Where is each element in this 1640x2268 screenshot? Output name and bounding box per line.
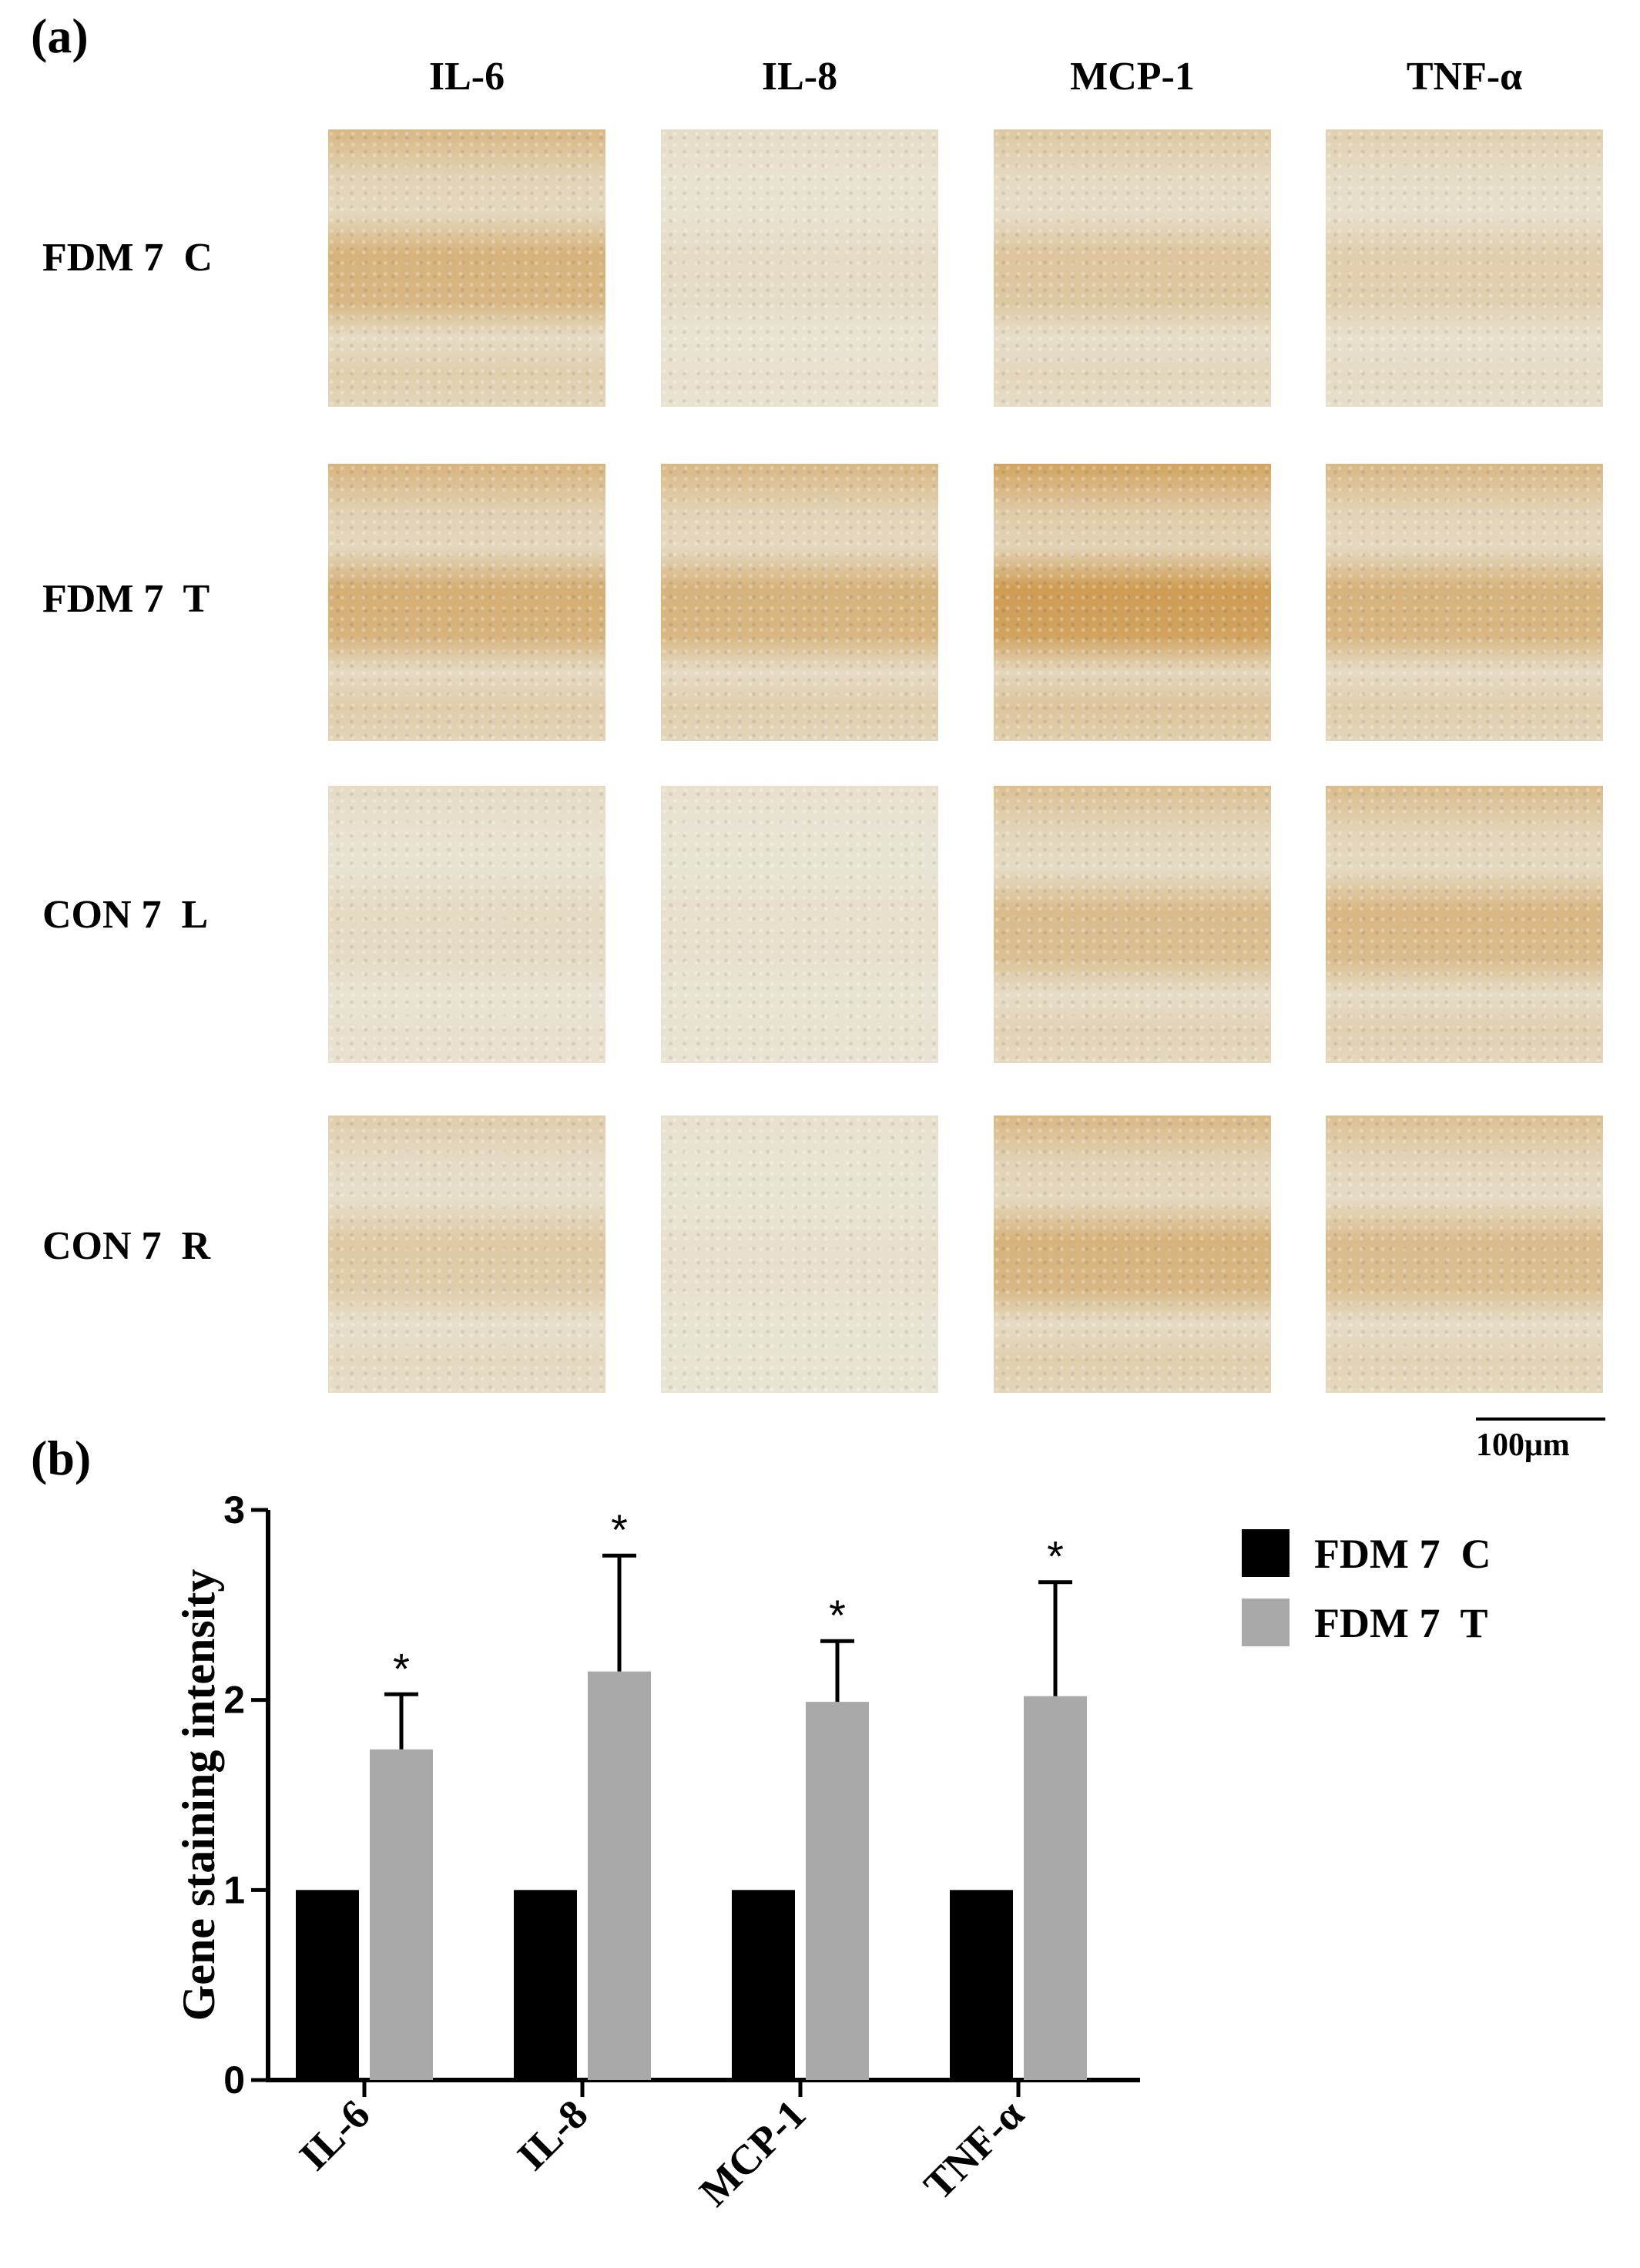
column-header-il6: IL-6 [428, 55, 505, 99]
legend-swatch-2 [1242, 1599, 1290, 1646]
y-axis-label: Gene staining intensity [173, 1569, 224, 2021]
bar-fdm7t-2 [588, 1671, 651, 2080]
scale-bar [1476, 1418, 1605, 1421]
y-tick-label-2: 2 [223, 1679, 245, 1722]
micrograph-1-4 [1326, 129, 1603, 407]
legend-swatch-1 [1242, 1529, 1290, 1577]
bar-fdm7t-4 [1024, 1696, 1087, 2080]
micrograph-2-2 [661, 464, 938, 741]
panel-a-label: (a) [31, 8, 89, 63]
column-header-il8: IL-8 [761, 55, 838, 99]
bar-fdm7t-1 [370, 1749, 433, 2080]
micrograph-3-3 [994, 786, 1271, 1063]
row-label-con7r: CON 7 R [42, 1224, 211, 1268]
micrograph-1-3 [994, 129, 1271, 407]
y-tick-label-3: 3 [223, 1488, 245, 1532]
y-tick-label-0: 0 [223, 2058, 245, 2102]
bar-fdm7c-3 [732, 1890, 795, 2080]
x-tick-label-2: IL-8 [508, 2091, 597, 2179]
micrograph-3-1 [328, 786, 605, 1063]
column-header-mcp1: MCP-1 [1070, 55, 1195, 99]
y-tick-label-1: 1 [223, 1868, 245, 1911]
panel-b-label: (b) [31, 1431, 92, 1485]
micrograph-2-4 [1326, 464, 1603, 741]
significance-star-3: * [829, 1591, 846, 1639]
bar-fdm7c-2 [514, 1890, 577, 2080]
micrograph-4-2 [661, 1116, 938, 1393]
significance-star-2: * [611, 1505, 628, 1554]
significance-star-4: * [1047, 1532, 1064, 1581]
micrograph-2-1 [328, 464, 605, 741]
bar-fdm7c-4 [950, 1890, 1013, 2080]
bar-fdm7t-3 [806, 1702, 869, 2080]
micrograph-1-2 [661, 129, 938, 407]
micrograph-4-4 [1326, 1116, 1603, 1393]
row-label-fdm7t: FDM 7 T [42, 577, 210, 621]
micrograph-4-1 [328, 1116, 605, 1393]
micrograph-1-1 [328, 129, 605, 407]
x-tick-label-1: IL-6 [290, 2091, 379, 2179]
micrograph-3-4 [1326, 786, 1603, 1063]
scale-bar-label: 100μm [1476, 1428, 1570, 1463]
significance-star-1: * [393, 1644, 410, 1693]
row-label-fdm7c: FDM 7 C [42, 236, 213, 280]
bar-fdm7c-1 [296, 1890, 359, 2080]
column-header-tnfa: TNF-α [1406, 55, 1523, 99]
row-label-con7l: CON 7 L [42, 893, 209, 937]
micrograph-3-2 [661, 786, 938, 1063]
micrograph-4-3 [994, 1116, 1271, 1393]
micrograph-2-3 [994, 464, 1271, 741]
legend-label-2: FDM 7 T [1314, 1600, 1488, 1646]
legend-label-1: FDM 7 C [1314, 1531, 1491, 1577]
x-tick-label-4: TNF-α [915, 2091, 1033, 2209]
x-tick-label-3: MCP-1 [690, 2091, 814, 2215]
